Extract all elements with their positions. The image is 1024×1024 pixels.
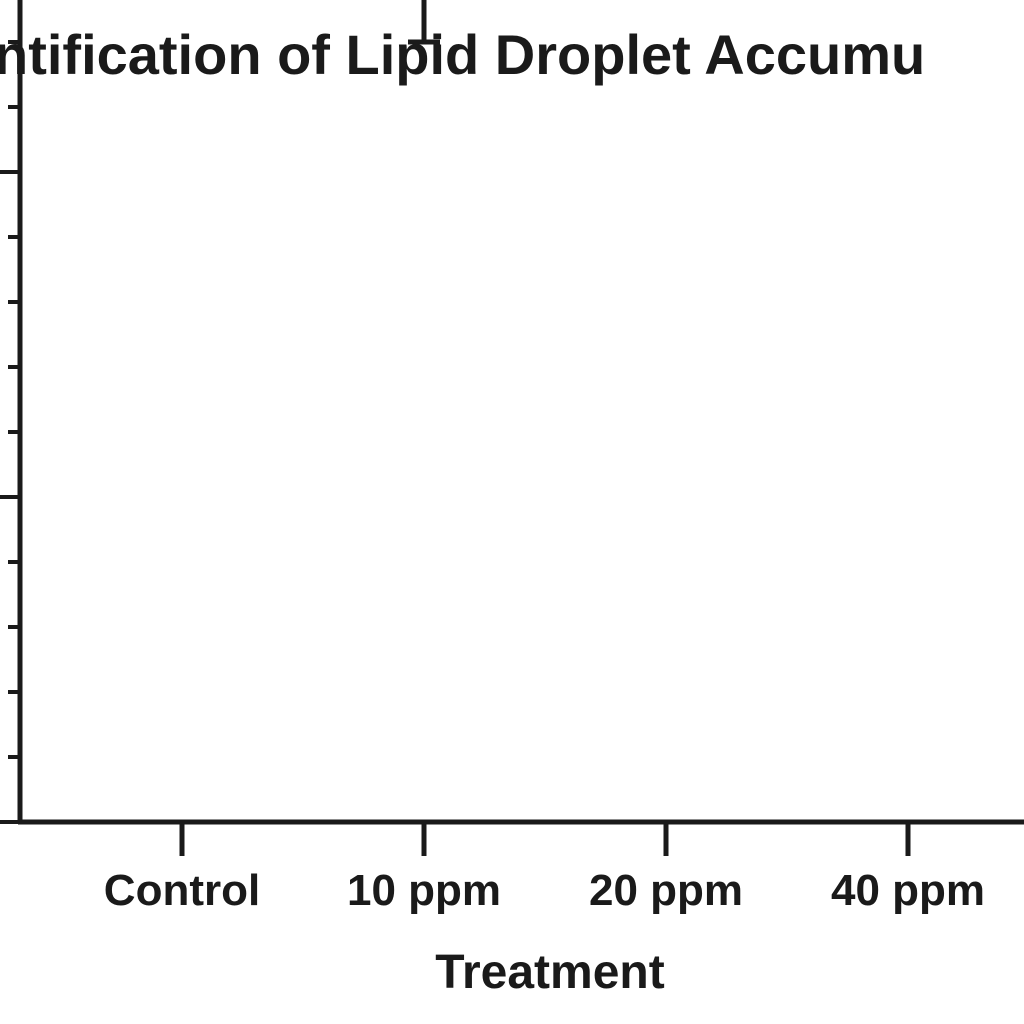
x-tick-label: 10 ppm	[347, 866, 501, 915]
chart-axes: Control 10 ppm 20 ppm 40 ppm	[0, 0, 1024, 915]
chart-marks	[408, 0, 440, 45]
x-tick-label: Control	[104, 866, 260, 915]
x-axis-title: Treatment	[435, 946, 665, 999]
chart-title: ntification of Lipid Droplet Accumu	[0, 23, 926, 86]
x-tick-label: 20 ppm	[589, 866, 743, 915]
x-tick-label: 40 ppm	[831, 866, 985, 915]
